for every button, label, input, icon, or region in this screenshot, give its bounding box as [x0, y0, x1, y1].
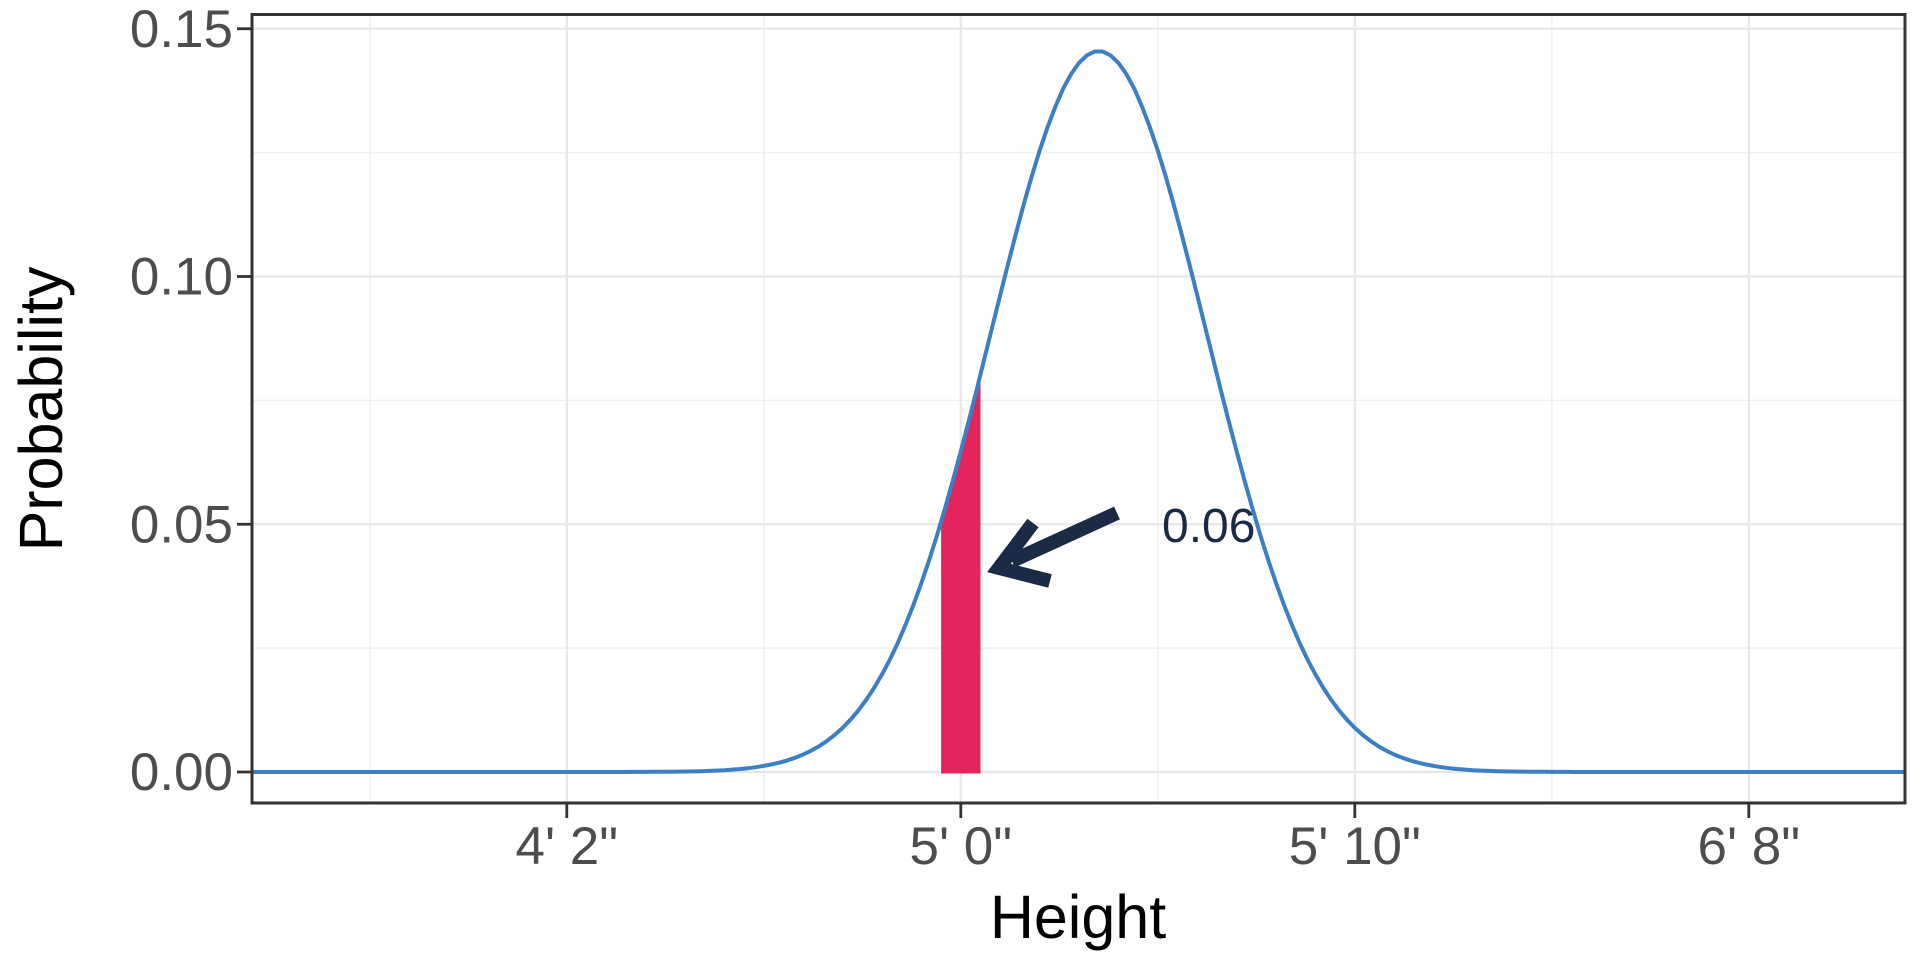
x-tick-label: 4' 2" — [515, 817, 618, 876]
x-axis-title: Height — [990, 883, 1166, 951]
x-tick-label: 5' 10" — [1289, 817, 1421, 876]
x-tick-label: 5' 0" — [909, 817, 1012, 876]
y-axis-title: Probability — [7, 266, 75, 551]
minor-gridlines — [252, 14, 1905, 803]
panel-border — [250, 13, 1907, 805]
major-gridlines — [252, 14, 1905, 803]
highlight-region-5ft — [941, 374, 981, 774]
x-tick-label: 6' 8" — [1697, 817, 1800, 876]
annotation-label: 0.06 — [1162, 500, 1255, 553]
y-tick-label: 0.15 — [130, 0, 233, 59]
annotation-arrow — [987, 506, 1120, 588]
y-tick-label: 0.00 — [130, 743, 233, 802]
y-tick-label: 0.10 — [130, 248, 233, 307]
arrow-shaft — [1009, 506, 1120, 568]
normal-density-curve — [251, 49, 1907, 774]
arrow-head — [987, 518, 1052, 588]
y-tick-label: 0.05 — [130, 495, 233, 554]
axis-tick-labels: 4' 2" 5' 0" 5' 10" 6' 8" 0.00 0.05 0.10 0.15 — [130, 0, 1800, 876]
axis-tick-marks — [237, 27, 1751, 818]
